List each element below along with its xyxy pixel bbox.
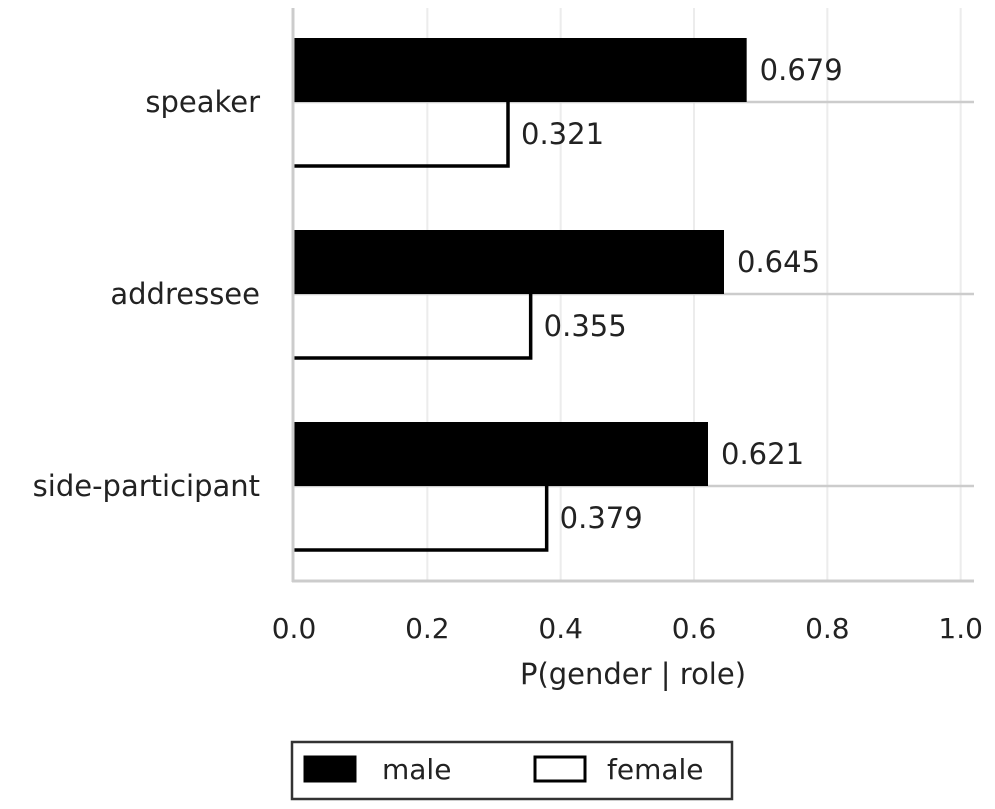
- x-tick-label: 0.4: [538, 612, 583, 645]
- legend: male female: [290, 740, 734, 801]
- data-label-male: 0.621: [721, 437, 804, 471]
- legend-swatch-female: [533, 755, 587, 783]
- x-tick-label: 0.2: [405, 612, 450, 645]
- y-tick-label: speaker: [145, 85, 260, 119]
- x-tick-label: 0.6: [672, 612, 717, 645]
- bar-female: [294, 294, 533, 360]
- data-label-male: 0.645: [737, 245, 820, 279]
- x-tick-label: 0.8: [805, 612, 850, 645]
- label-layer: 0.0 0.2 0.4 0.6 0.8 1.0 speaker addressee side-p…: [33, 53, 983, 645]
- bar-female: [294, 102, 510, 168]
- bar-layer: [294, 38, 747, 552]
- bar-male: [294, 230, 724, 294]
- legend-items: male female: [303, 753, 704, 786]
- bar-male: [294, 38, 747, 102]
- x-axis-title: P(gender | role): [520, 657, 746, 691]
- data-label-female: 0.355: [544, 309, 627, 343]
- y-tick-label: addressee: [110, 277, 260, 311]
- legend-label-male: male: [382, 753, 451, 786]
- x-tick-label: 0.0: [272, 612, 317, 645]
- legend-label-female: female: [607, 753, 704, 786]
- bar-female: [294, 486, 549, 552]
- data-label-male: 0.679: [760, 53, 843, 87]
- y-tick-label: side-participant: [33, 469, 260, 503]
- data-label-female: 0.321: [521, 117, 604, 151]
- axis-layer: [291, 8, 974, 583]
- legend-swatch-male: [303, 755, 357, 783]
- legend-frame: [290, 740, 734, 801]
- bar-male: [294, 422, 708, 486]
- data-label-female: 0.379: [560, 501, 643, 535]
- x-tick-label: 1.0: [938, 612, 983, 645]
